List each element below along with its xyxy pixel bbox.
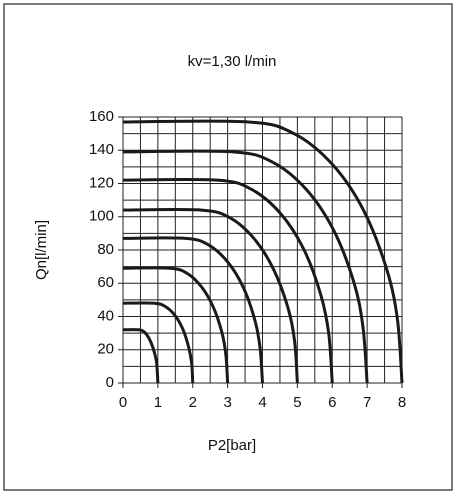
flow-curve <box>122 119 404 384</box>
y-tick-label: 140 <box>89 141 114 158</box>
y-tick-label: 40 <box>97 307 114 324</box>
flow-curve <box>122 208 299 384</box>
chart-title: kv=1,30 l/min <box>188 53 277 70</box>
y-tick-label: 20 <box>97 341 114 358</box>
y-tick-label: 60 <box>97 274 114 291</box>
x-tick-label: 3 <box>223 394 231 411</box>
flow-curve <box>122 149 369 384</box>
flow-curve <box>122 177 334 384</box>
frame <box>3 3 453 491</box>
x-tick-label: 2 <box>189 394 197 411</box>
y-tick-label: 80 <box>97 241 114 258</box>
flow-curve <box>122 301 195 384</box>
y-tick-label: 160 <box>89 108 114 125</box>
x-tick-label: 8 <box>398 394 406 411</box>
x-tick-label: 0 <box>119 394 127 411</box>
flow-curve <box>122 266 230 384</box>
x-tick-label: 6 <box>328 394 336 411</box>
x-axis-label: P2[bar] <box>208 437 256 454</box>
x-tick-label: 5 <box>293 394 301 411</box>
flow-curve <box>122 328 160 384</box>
x-tick-label: 7 <box>363 394 371 411</box>
flow-curve <box>122 236 264 384</box>
y-axis-label: Qn[l/min] <box>33 220 50 280</box>
y-tick-label: 0 <box>106 374 114 391</box>
y-tick-label: 120 <box>89 174 114 191</box>
y-tick-label: 100 <box>89 208 114 225</box>
x-tick-label: 4 <box>258 394 266 411</box>
x-tick-label: 1 <box>154 394 162 411</box>
